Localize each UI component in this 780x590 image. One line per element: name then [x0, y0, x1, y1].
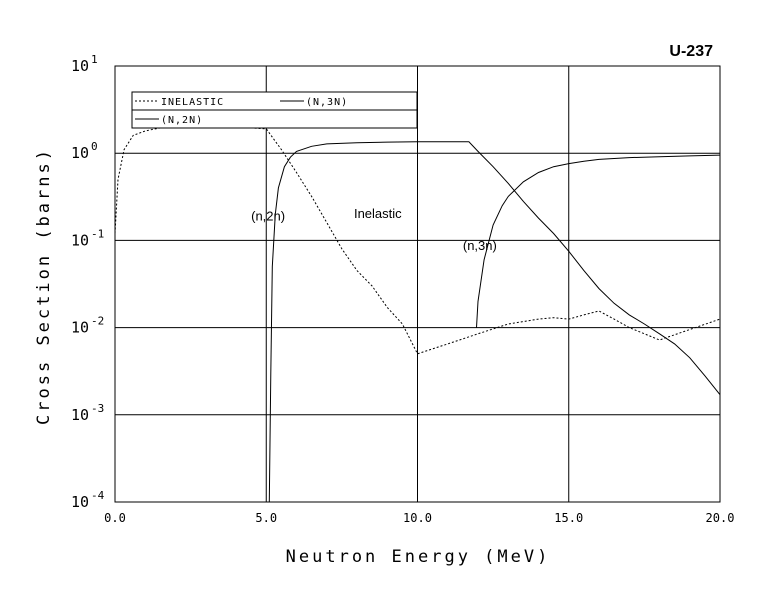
- x-axis-ticks: 0.0 5.0 10.0 15.0 20.0: [104, 511, 734, 525]
- legend-label: INELASTIC: [161, 97, 224, 108]
- y-tick-exponent: -2: [91, 315, 104, 328]
- x-tick-label: 10.0: [403, 511, 432, 525]
- legend-label: (N,2N): [161, 115, 203, 126]
- y-tick-label: 10: [71, 406, 89, 424]
- y-tick-exponent: 1: [91, 53, 98, 66]
- annotations: (n,2n) Inelastic (n,3n): [251, 206, 497, 253]
- plot-frame: [114, 65, 721, 503]
- y-tick-exponent: -4: [91, 489, 105, 502]
- y-axis-title: Cross Section (barns): [34, 147, 54, 425]
- x-tick-label: 20.0: [706, 511, 735, 525]
- y-tick-exponent: 0: [91, 140, 98, 153]
- grid-lines: [115, 66, 720, 502]
- x-tick-label: 15.0: [554, 511, 583, 525]
- series-line-n-3n: [476, 154, 721, 328]
- y-tick-label: 10: [71, 144, 89, 162]
- y-tick-label: 10: [71, 57, 89, 75]
- y-tick-label: 10: [71, 493, 89, 511]
- legend: INELASTIC (N,3N) (N,2N): [131, 91, 418, 129]
- y-tick-label: 10: [71, 319, 89, 337]
- curve-annotation: Inelastic: [354, 206, 402, 221]
- curve-annotation: (n,2n): [251, 208, 285, 223]
- y-tick-exponent: -1: [91, 227, 104, 240]
- chart-title: U-237: [669, 43, 713, 60]
- x-tick-label: 0.0: [104, 511, 126, 525]
- x-axis-title: Neutron Energy (MeV): [286, 547, 551, 567]
- y-tick-exponent: -3: [91, 402, 104, 415]
- legend-label: (N,3N): [306, 97, 348, 108]
- x-tick-label: 5.0: [255, 511, 277, 525]
- curve-annotation: (n,3n): [463, 238, 497, 253]
- y-tick-label: 10: [71, 231, 89, 249]
- series-line-n-2n: [268, 141, 721, 503]
